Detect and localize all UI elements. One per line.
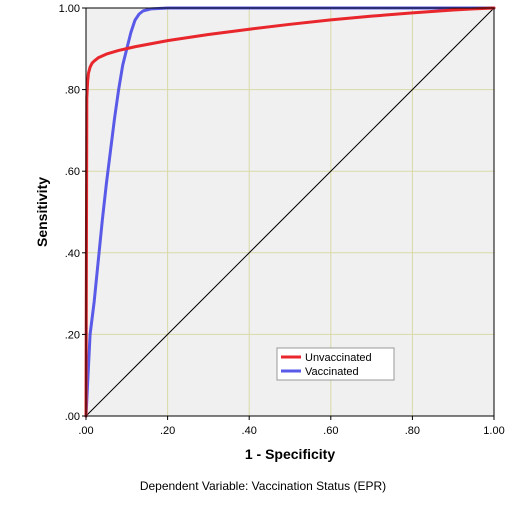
x-axis-title: 1 - Specificity xyxy=(245,446,335,462)
series-line-unvaccinated xyxy=(84,6,496,418)
legend-label-unvaccinated: Unvaccinated xyxy=(305,352,372,364)
tick-layer: .00 .20 .40 .60 .80 1.00 .00 .20 .40 .60 .80 1.00 xyxy=(59,3,505,437)
plot-frame xyxy=(85,7,495,417)
x-tick-label-5: 1.00 xyxy=(483,425,504,437)
y-tick-label-4: .80 xyxy=(65,85,80,97)
x-tick-label-2: .40 xyxy=(242,425,257,437)
x-tick-label-1: .20 xyxy=(160,425,175,437)
series-line-reference-line xyxy=(85,7,495,417)
legend: Unvaccinated Vaccinated xyxy=(276,347,395,381)
x-tick-label-0: .00 xyxy=(78,425,93,437)
footnote: Dependent Variable: Vaccination Status (… xyxy=(140,479,386,493)
y-tick-label-1: .20 xyxy=(65,329,80,341)
y-tick-label-5: 1.00 xyxy=(59,3,80,15)
legend-box xyxy=(276,347,395,381)
y-tick-label-0: .00 xyxy=(65,411,80,423)
y-tick-label-3: .60 xyxy=(65,166,80,178)
y-tick-label-2: .40 xyxy=(65,248,80,260)
legend-label-vaccinated: Vaccinated xyxy=(305,366,359,378)
x-tick-label-3: .60 xyxy=(323,425,338,437)
grid-lines xyxy=(86,8,494,416)
y-axis-title: Sensitivity xyxy=(34,177,50,247)
x-tick-label-4: .80 xyxy=(405,425,420,437)
